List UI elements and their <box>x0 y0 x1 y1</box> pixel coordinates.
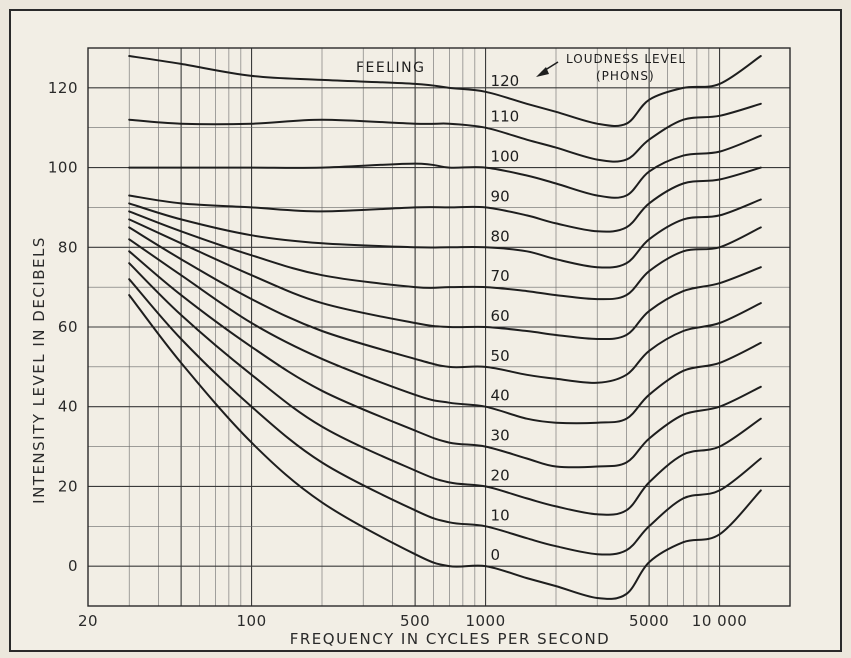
loudness-curve-70-phon <box>128 210 762 301</box>
curve-label-110: 110 <box>491 108 520 126</box>
y-tick-label: 60 <box>58 318 78 336</box>
loudness-curve-20-phon <box>128 262 762 516</box>
curve-label-70: 70 <box>491 267 510 285</box>
loudness-curve-100-phon <box>128 134 762 199</box>
curve-label-10: 10 <box>491 506 510 524</box>
curve-label-50: 50 <box>491 347 510 365</box>
x-tick-label: 500 <box>400 612 430 630</box>
y-tick-label: 100 <box>48 159 78 177</box>
loudness-curve-90-phon <box>128 166 762 233</box>
loudness-curve-40-phon <box>128 238 762 425</box>
y-tick-label: 40 <box>58 398 78 416</box>
x-tick-label: 1000 <box>465 612 505 630</box>
curve-label-90: 90 <box>491 187 510 205</box>
loudness-curve-80-phon <box>128 198 762 269</box>
x-axis-label: FREQUENCY IN CYCLES PER SECOND <box>290 630 610 648</box>
loudness-arrow <box>536 61 559 77</box>
plot-area-border <box>87 47 791 607</box>
curve-label-120: 120 <box>491 72 520 90</box>
x-tick-label: 100 <box>236 612 266 630</box>
curves <box>128 55 762 600</box>
feeling-annotation: FEELING <box>356 60 426 76</box>
loudness-curve-60-phon <box>128 218 762 341</box>
loudness-curve-50-phon <box>128 226 762 384</box>
curve-label-100: 100 <box>491 148 520 166</box>
loudness-curve-110-phon <box>128 102 762 163</box>
y-axis-label: INTENSITY LEVEL IN DECIBELS <box>30 236 48 504</box>
loudness-curve-120-phon <box>128 55 762 127</box>
y-tick-label: 0 <box>68 557 78 575</box>
curve-label-80: 80 <box>491 227 510 245</box>
loudness-curve-30-phon <box>128 250 762 469</box>
y-tick-label: 20 <box>58 477 78 495</box>
loudness-level-unit: (PHONS) <box>596 69 655 83</box>
loudness-curve-0-phon <box>128 294 762 600</box>
curve-label-30: 30 <box>491 427 510 445</box>
x-tick-label: 5000 <box>629 612 669 630</box>
y-tick-label: 80 <box>58 238 78 256</box>
curve-label-0: 0 <box>491 546 501 564</box>
curve-label-60: 60 <box>491 307 510 325</box>
y-tick-label: 120 <box>48 79 78 97</box>
x-tick-label: 10 000 <box>692 612 748 630</box>
curve-label-20: 20 <box>491 466 510 484</box>
x-tick-label: 20 <box>78 612 98 630</box>
loudness-curve-10-phon <box>128 278 762 556</box>
curve-label-40: 40 <box>491 387 510 405</box>
loudness-level-title: LOUDNESS LEVEL <box>566 52 686 66</box>
chart-frame <box>9 9 842 652</box>
